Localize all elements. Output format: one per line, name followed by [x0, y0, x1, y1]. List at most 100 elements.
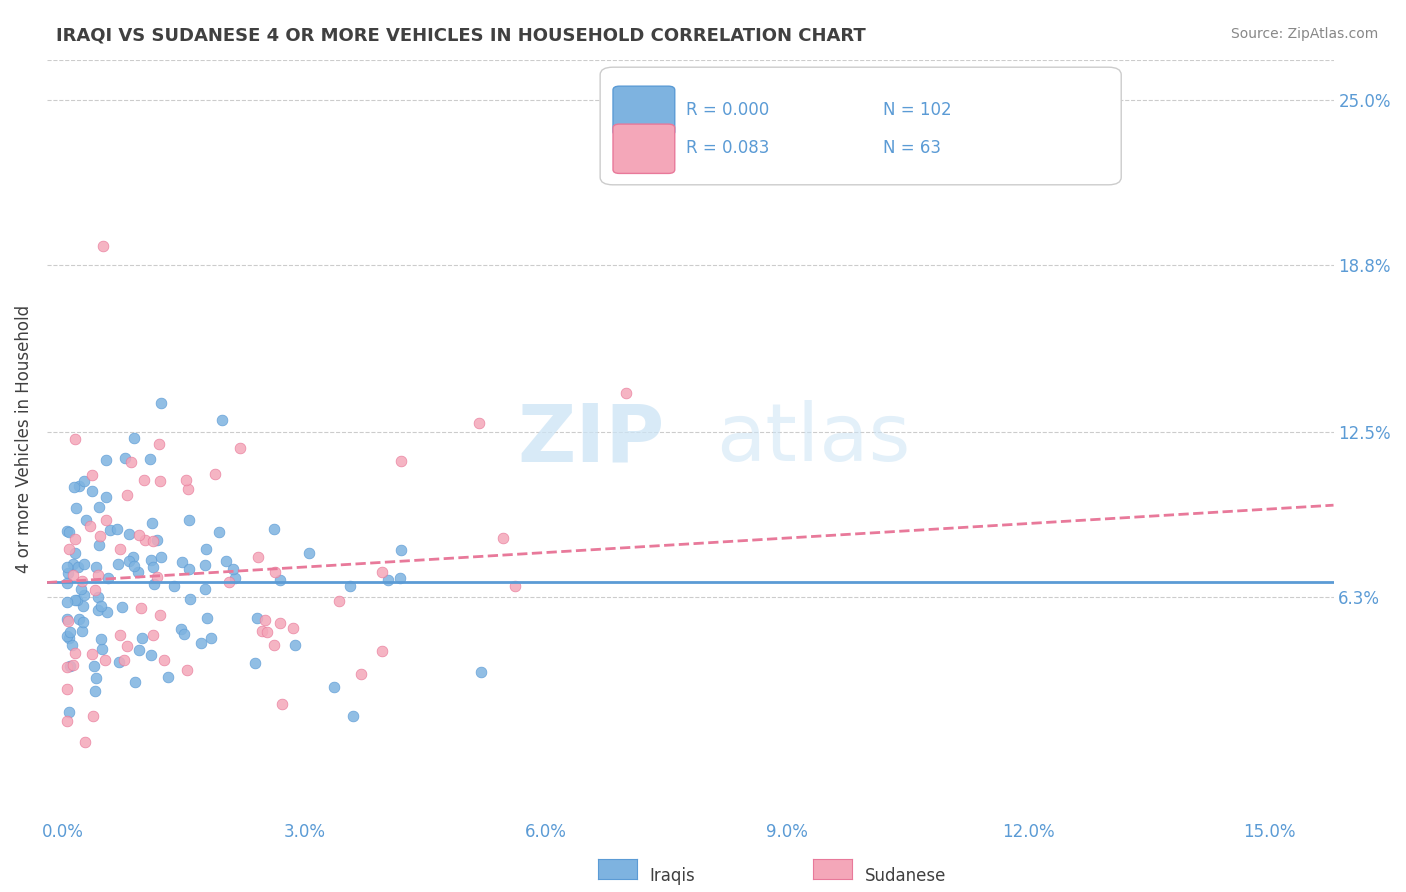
Sudanese [82, 708, 104, 723]
Text: Sudanese: Sudanese [865, 867, 946, 885]
Iraqis [208, 525, 231, 540]
Iraqis [122, 431, 145, 445]
Sudanese [91, 239, 114, 253]
Sudanese [56, 615, 79, 629]
Iraqis [263, 523, 285, 537]
Iraqis [224, 571, 246, 585]
Iraqis [90, 642, 112, 657]
Iraqis [143, 576, 166, 591]
Iraqis [86, 671, 108, 685]
Iraqis [246, 610, 269, 624]
Iraqis [72, 624, 94, 638]
Iraqis [194, 558, 217, 572]
Iraqis [131, 632, 153, 646]
Iraqis [63, 480, 86, 494]
Sudanese [148, 437, 170, 451]
Iraqis [179, 591, 201, 606]
Sudanese [246, 549, 269, 564]
Iraqis [149, 549, 172, 564]
Iraqis [56, 629, 79, 643]
Sudanese [176, 663, 198, 677]
Iraqis [58, 705, 80, 719]
Sudanese [112, 653, 135, 667]
Sudanese [250, 624, 273, 639]
Text: N = 63: N = 63 [883, 139, 941, 157]
Iraqis [67, 479, 90, 493]
Iraqis [59, 624, 82, 639]
Iraqis [105, 522, 128, 536]
Iraqis [75, 513, 97, 527]
Sudanese [65, 532, 87, 546]
Iraqis [470, 665, 492, 679]
Sudanese [56, 660, 79, 674]
Sudanese [129, 600, 152, 615]
Text: R = 0.083: R = 0.083 [686, 139, 769, 157]
Iraqis [62, 557, 84, 571]
Sudanese [264, 565, 287, 579]
Iraqis [194, 582, 217, 597]
Iraqis [146, 533, 169, 548]
Sudanese [134, 533, 156, 547]
Iraqis [73, 474, 96, 488]
Iraqis [269, 573, 291, 587]
Sudanese [93, 653, 115, 667]
Iraqis [124, 674, 146, 689]
FancyBboxPatch shape [613, 124, 675, 173]
Iraqis [190, 636, 212, 650]
Sudanese [204, 467, 226, 481]
Iraqis [87, 500, 110, 514]
Sudanese [108, 542, 131, 557]
Iraqis [200, 631, 222, 645]
Sudanese [80, 468, 103, 483]
Iraqis [90, 632, 112, 646]
FancyBboxPatch shape [613, 87, 675, 136]
Sudanese [142, 533, 165, 548]
Sudanese [79, 518, 101, 533]
Iraqis [65, 501, 87, 516]
Sudanese [263, 638, 285, 652]
Iraqis [121, 550, 143, 565]
Sudanese [62, 657, 84, 672]
Iraqis [87, 538, 110, 552]
Text: ZIP: ZIP [517, 400, 665, 478]
Sudanese [80, 647, 103, 661]
Sudanese [218, 574, 240, 589]
Sudanese [146, 569, 169, 583]
Sudanese [492, 531, 515, 545]
Iraqis [87, 603, 110, 617]
Iraqis [83, 659, 105, 673]
Sudanese [128, 528, 150, 542]
Sudanese [62, 567, 84, 582]
Iraqis [156, 670, 179, 684]
Iraqis [56, 612, 79, 626]
Iraqis [377, 573, 399, 587]
Sudanese [89, 529, 111, 543]
Iraqis [56, 560, 79, 574]
Sudanese [269, 615, 291, 630]
Iraqis [211, 413, 233, 427]
Iraqis [179, 513, 201, 527]
Iraqis [83, 684, 105, 698]
Y-axis label: 4 or more Vehicles in Household: 4 or more Vehicles in Household [15, 305, 32, 573]
Sudanese [132, 473, 155, 487]
Iraqis [215, 554, 238, 568]
Sudanese [281, 621, 304, 635]
Sudanese [177, 482, 200, 496]
Iraqis [72, 599, 94, 613]
Iraqis [389, 570, 412, 584]
Iraqis [243, 657, 266, 671]
Iraqis [139, 553, 162, 567]
Iraqis [139, 648, 162, 662]
Iraqis [339, 579, 361, 593]
Iraqis [298, 546, 321, 560]
Iraqis [322, 681, 344, 695]
Sudanese [371, 566, 394, 580]
Sudanese [120, 455, 142, 469]
Iraqis [170, 555, 193, 569]
Text: atlas: atlas [716, 400, 910, 478]
Iraqis [170, 623, 193, 637]
Sudanese [149, 607, 172, 622]
Iraqis [96, 605, 118, 619]
Sudanese [350, 667, 373, 681]
Iraqis [177, 562, 200, 576]
